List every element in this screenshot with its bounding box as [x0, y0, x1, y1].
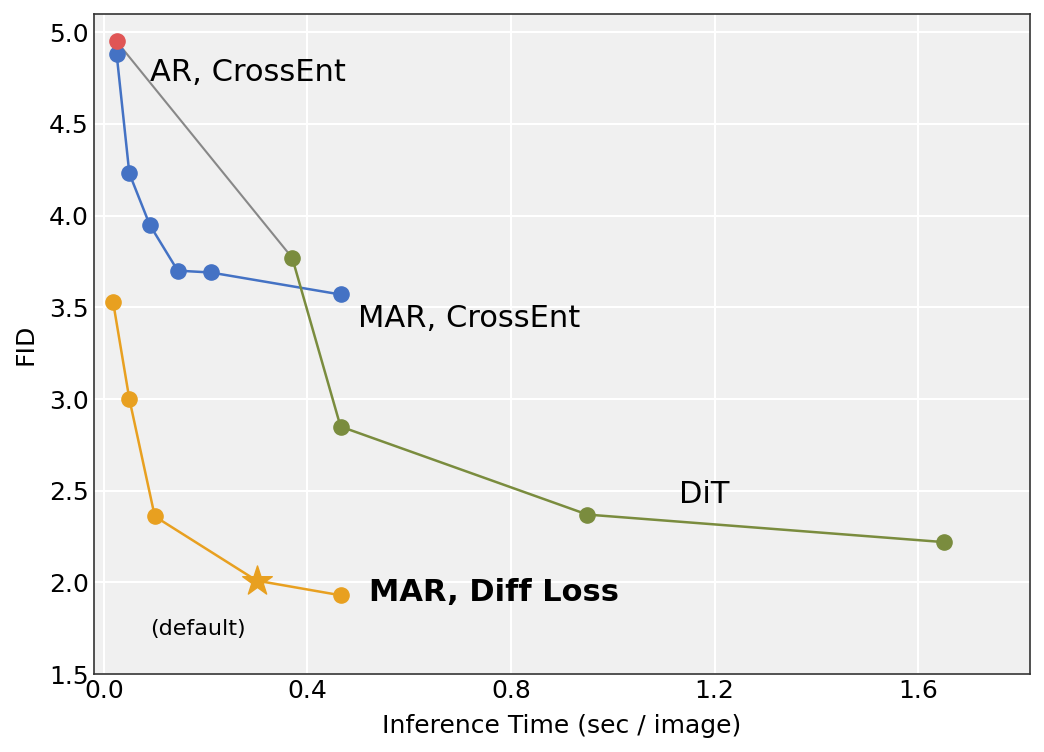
Point [579, 508, 596, 520]
Point [169, 265, 186, 277]
Text: AR, CrossEnt: AR, CrossEnt [149, 58, 346, 87]
Y-axis label: FID: FID [14, 323, 38, 365]
Point [332, 590, 349, 602]
Text: MAR, CrossEnt: MAR, CrossEnt [358, 304, 580, 332]
Text: DiT: DiT [679, 480, 730, 509]
Point [203, 266, 219, 278]
Point [248, 575, 265, 587]
Point [935, 536, 952, 548]
Point [121, 168, 138, 180]
Point [104, 296, 121, 308]
Point [284, 252, 301, 264]
Text: MAR, Diff Loss: MAR, Diff Loss [369, 578, 618, 607]
Point [332, 420, 349, 432]
Point [141, 219, 158, 231]
Point [109, 48, 125, 60]
Point [332, 289, 349, 301]
Point [109, 35, 125, 47]
Text: (default): (default) [150, 619, 246, 639]
Point [146, 511, 163, 523]
Point [121, 393, 138, 405]
X-axis label: Inference Time (sec / image): Inference Time (sec / image) [382, 714, 741, 738]
